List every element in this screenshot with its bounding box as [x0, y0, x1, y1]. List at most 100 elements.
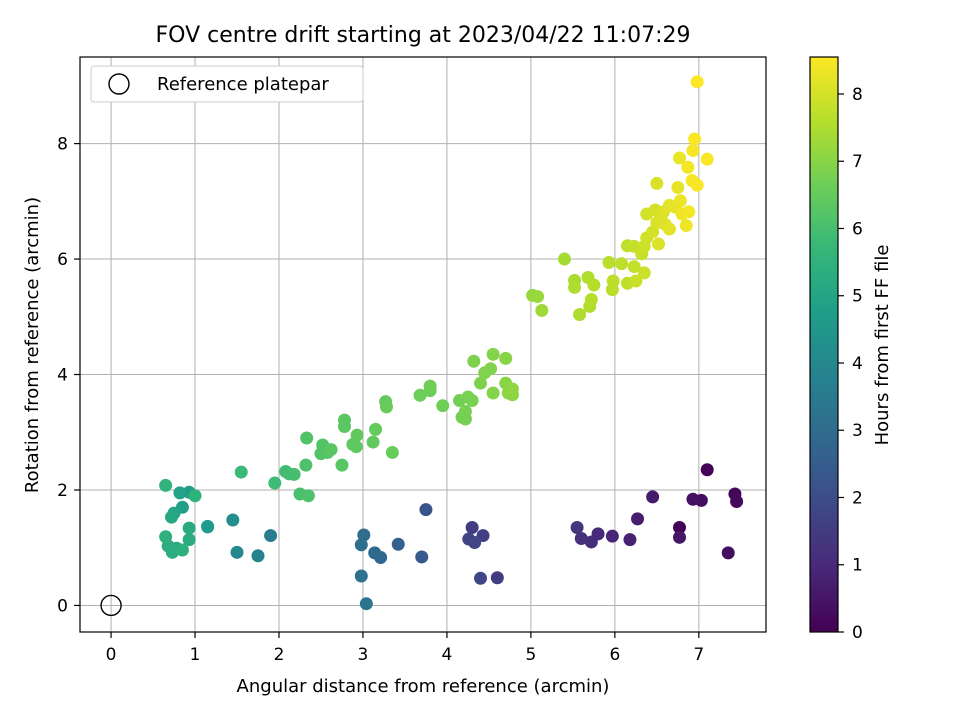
reference-platepar-marker [100, 594, 122, 617]
data-point [700, 152, 714, 166]
data-point [486, 386, 500, 400]
data-point [436, 399, 450, 413]
data-point [165, 545, 179, 559]
colorbar-tick-label: 1 [852, 556, 863, 576]
y-axis-label: Rotation from reference (arcmin) [22, 197, 43, 493]
x-tick-label: 3 [358, 645, 369, 665]
data-points [159, 75, 744, 611]
legend-label: Reference platepar [157, 74, 329, 95]
data-point [368, 546, 382, 560]
y-tick-label: 0 [57, 596, 68, 616]
x-axis-ticks: 0 1 2 3 4 5 6 7 [106, 632, 704, 665]
data-point [629, 274, 643, 288]
data-point [637, 266, 651, 280]
x-tick-label: 0 [106, 645, 117, 665]
y-axis-ticks: 0 2 4 6 8 [57, 135, 80, 616]
data-point [605, 529, 619, 543]
data-point [570, 521, 584, 535]
data-point [230, 545, 244, 559]
y-tick-label: 2 [57, 481, 68, 501]
data-point [337, 413, 351, 427]
data-point [646, 490, 660, 504]
data-point [188, 489, 202, 503]
data-point [615, 257, 629, 271]
data-point [686, 144, 700, 158]
colorbar: 0 1 2 3 4 5 6 7 8 Hours from first FF file [809, 56, 893, 643]
colorbar-tick-label: 0 [852, 623, 863, 643]
data-point [679, 219, 693, 233]
data-point [652, 237, 666, 251]
data-point [335, 458, 349, 472]
data-point [391, 537, 405, 551]
data-point [584, 535, 598, 549]
data-point [686, 492, 700, 506]
data-point [324, 443, 338, 457]
legend-frame [90, 65, 364, 103]
data-point [173, 486, 187, 500]
data-point [182, 533, 196, 547]
colorbar-tick-label: 6 [852, 219, 863, 239]
data-point [465, 393, 479, 407]
data-point [681, 160, 695, 174]
chart-title: FOV centre drift starting at 2023/04/22 … [156, 23, 691, 48]
data-point [350, 428, 364, 442]
data-point [234, 465, 248, 479]
data-point [366, 435, 380, 449]
data-point [385, 445, 399, 459]
data-point [349, 440, 363, 454]
x-tick-label: 5 [525, 645, 536, 665]
data-point [505, 382, 519, 396]
data-point [673, 530, 687, 544]
data-point [182, 521, 196, 535]
data-point [557, 252, 571, 266]
grid [80, 57, 766, 632]
data-point [484, 362, 498, 376]
data-point [490, 571, 504, 585]
legend-reference-marker [108, 73, 130, 95]
data-point [730, 495, 744, 509]
data-point [251, 549, 265, 563]
data-point [474, 571, 488, 585]
y-tick-label: 8 [57, 135, 68, 155]
data-point [673, 521, 687, 535]
data-point [690, 178, 704, 192]
data-point [300, 431, 314, 445]
data-point [602, 256, 616, 270]
data-point [287, 467, 301, 481]
data-point [201, 520, 215, 534]
data-point [357, 528, 371, 542]
y-tick-label: 6 [57, 250, 68, 270]
data-point [688, 132, 702, 146]
data-point [531, 290, 545, 304]
data-point [568, 280, 582, 294]
data-point [535, 303, 549, 317]
data-point [467, 354, 481, 368]
data-point [584, 292, 598, 306]
data-point [700, 463, 714, 477]
data-point [458, 404, 472, 418]
data-point [499, 351, 513, 365]
data-point [301, 489, 315, 503]
x-tick-label: 1 [190, 645, 201, 665]
data-point [627, 260, 641, 274]
y-tick-label: 4 [57, 366, 68, 386]
data-point [423, 379, 437, 393]
data-point [690, 75, 704, 89]
colorbar-tick-label: 8 [852, 85, 863, 105]
colorbar-label: Hours from first FF file [872, 245, 893, 446]
colorbar-tick-label: 7 [852, 152, 863, 172]
data-point [413, 388, 427, 402]
data-point [268, 476, 282, 490]
data-point [673, 194, 687, 208]
x-tick-label: 2 [274, 645, 285, 665]
data-point [474, 376, 488, 390]
x-tick-label: 6 [609, 645, 620, 665]
data-point [673, 151, 687, 165]
data-point [631, 512, 645, 526]
data-point [623, 533, 637, 547]
data-point [354, 569, 368, 583]
data-point [226, 513, 240, 527]
x-axis-label: Angular distance from reference (arcmin) [237, 676, 610, 697]
data-point [671, 180, 685, 194]
data-point [159, 530, 173, 544]
